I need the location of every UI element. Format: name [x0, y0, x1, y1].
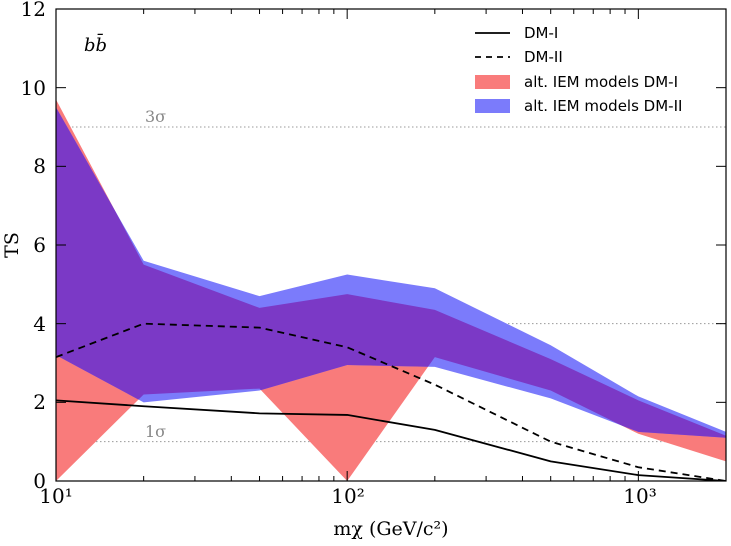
- legend-swatch-iem-dm-i: [475, 75, 510, 89]
- line-dm-i: [56, 399, 726, 481]
- y-tick-label: 4: [33, 312, 46, 336]
- line-dm-ii: [56, 322, 726, 481]
- y-tick-label: 12: [21, 0, 46, 21]
- legend-label-iem-dm-i: alt. IEM models DM-I: [524, 73, 678, 91]
- panel-label: bb̄: [84, 32, 107, 56]
- legend-label-iem-dm-ii: alt. IEM models DM-II: [524, 97, 682, 115]
- dm-series: [56, 322, 726, 481]
- x-tick-label: 10²: [331, 484, 364, 508]
- axis-ticks: [55, 8, 727, 482]
- x-axis-title: mχ (GeV/c²): [333, 518, 448, 540]
- sigma-label-3: 3σ: [145, 107, 166, 126]
- y-tick-label: 8: [33, 154, 46, 178]
- y-tick-label: 10: [21, 76, 46, 100]
- legend-swatch-iem-dm-ii: [475, 99, 510, 113]
- y-tick-label: 2: [33, 390, 46, 414]
- iem-bands: [56, 99, 726, 481]
- y-tick-label: 0: [33, 469, 46, 493]
- legend-label-dm-ii: DM-II: [524, 48, 563, 66]
- y-tick-labels: 0 2 4 6 8 10 12: [21, 0, 46, 493]
- x-tick-label: 10³: [623, 484, 656, 508]
- x-tick-labels: 10¹ 10² 10³: [39, 484, 656, 508]
- y-tick-label: 6: [33, 233, 46, 257]
- sigma-label-1: 1σ: [145, 422, 166, 441]
- legend: DM-I DM-II alt. IEM models DM-I alt. IEM…: [475, 24, 682, 115]
- x-tick-label: 10¹: [39, 484, 72, 508]
- y-axis-title: TS: [1, 232, 23, 258]
- legend-label-dm-i: DM-I: [524, 24, 558, 42]
